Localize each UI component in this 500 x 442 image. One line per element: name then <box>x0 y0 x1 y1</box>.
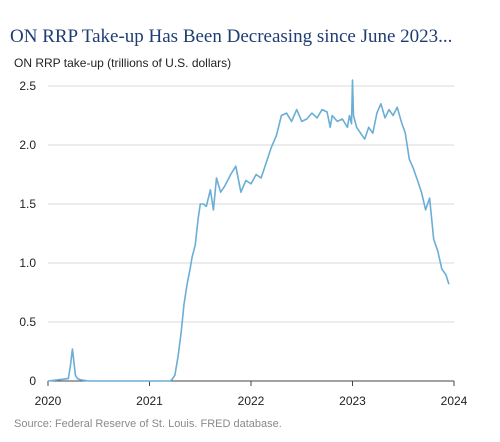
x-tick-label: 2021 <box>136 394 163 408</box>
y-tick-label: 2.0 <box>19 138 36 152</box>
x-tick-label: 2020 <box>35 394 62 408</box>
y-axis-label: ON RRP take-up (trillions of U.S. dollar… <box>14 56 232 70</box>
y-tick-label: 0.5 <box>19 315 36 329</box>
x-tick-label: 2023 <box>339 394 366 408</box>
y-tick-label: 1.0 <box>19 256 36 270</box>
y-tick-label: 1.5 <box>19 197 36 211</box>
x-tick-label: 2024 <box>441 394 468 408</box>
x-tick-label: 2022 <box>238 394 265 408</box>
y-tick-label: 0 <box>29 374 36 388</box>
source-note: Source: Federal Reserve of St. Louis. FR… <box>14 418 282 430</box>
y-tick-label: 2.5 <box>19 79 36 93</box>
page-title: ON RRP Take-up Has Been Decreasing since… <box>10 26 453 47</box>
series-line <box>47 79 450 382</box>
